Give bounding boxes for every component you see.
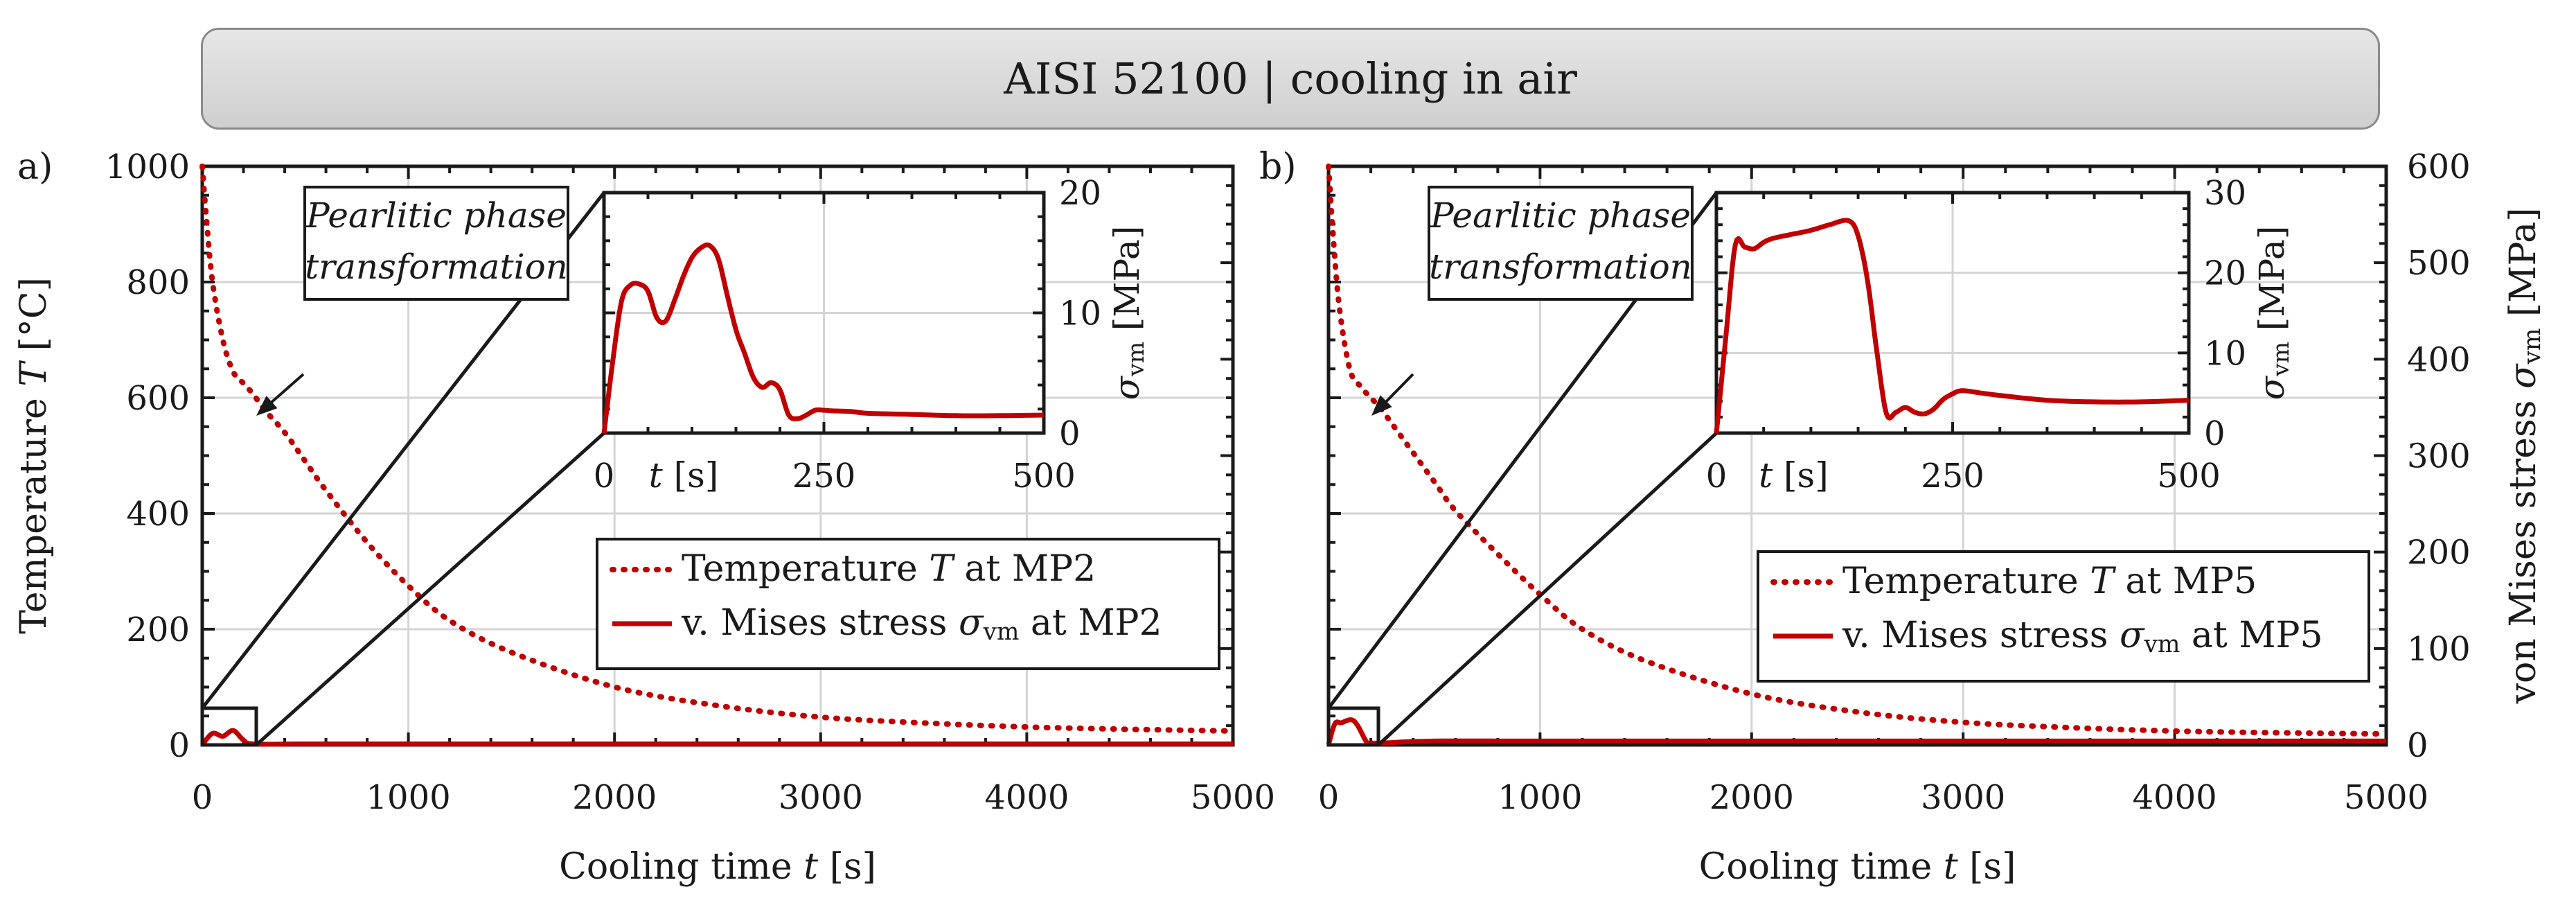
y-left-tick-label: 600 — [126, 379, 190, 418]
inset-chart: 0 250 500 0 10 20 t [s] σvm [MPa] — [594, 174, 1150, 495]
legend: Temperature T at MP2 v. Mises stress σvm … — [596, 538, 1220, 670]
inset-y-axis-title: σvm [MPa] — [2252, 226, 2294, 400]
inset-x-tick-label: 500 — [1012, 457, 1076, 495]
stress-series-line — [200, 728, 1233, 747]
x-tick-label: 1000 — [1498, 778, 1582, 817]
x-axis-title: Cooling time t [s] — [1699, 846, 2016, 888]
inset-y-tick-label: 10 — [1059, 295, 1101, 333]
y-right-tick-label: 300 — [2407, 437, 2471, 476]
panel-label: b) — [1259, 146, 1297, 188]
y-left-tick-label: 0 — [168, 726, 190, 765]
y-right-axis-title: von Mises stress σvm [MPa] — [2503, 208, 2546, 705]
inset-y-tick-label: 0 — [2204, 414, 2226, 453]
annotation-arrow-head — [1371, 395, 1392, 416]
zoom-region-box — [1326, 706, 1380, 747]
inset-x-axis-title: t [s] — [649, 455, 719, 495]
x-tick-label: 4000 — [2133, 778, 2217, 817]
inset-y-tick-label: 20 — [2204, 254, 2246, 293]
stress-series-line — [1326, 717, 2386, 746]
y-right-tick-label: 400 — [2407, 340, 2471, 379]
legend-entry-stress: v. Mises stress σvm at MP2 — [681, 602, 1162, 646]
legend: Temperature T at MP5 v. Mises stress σvm … — [1757, 550, 2370, 683]
annotation-text-line: transformation — [1429, 247, 1692, 287]
inset-x-tick-label: 250 — [1921, 457, 1984, 495]
x-tick-label: 0 — [1318, 778, 1340, 817]
inset-y-axis-title: σvm [MPa] — [1107, 226, 1149, 400]
inset-y-tick-label: 30 — [2204, 174, 2246, 213]
x-tick-label: 4000 — [984, 778, 1069, 817]
y-left-tick-label: 1000 — [105, 148, 190, 186]
temperature-series-line — [199, 164, 1236, 734]
annotation-arrow-head — [256, 396, 278, 416]
y-right-tick-label: 600 — [2407, 148, 2471, 186]
y-right-tick-label: 500 — [2407, 244, 2471, 283]
chart-panel-b: 0 1000 2000 3000 4000 50000100200300400500600… — [1259, 146, 2546, 888]
x-tick-label: 2000 — [1709, 778, 1794, 817]
zoom-connector-line — [1377, 432, 1718, 746]
legend-entry-temperature: Temperature T at MP2 — [682, 548, 1096, 590]
chart-panel-a: 0 1000 2000 3000 4000 500002004006008001000Te… — [13, 146, 1275, 888]
inset-y-tick-label: 10 — [2204, 334, 2246, 373]
inset-x-axis-title: t [s] — [1759, 455, 1829, 495]
annotation-text-line: Pearlitic phase — [305, 195, 567, 236]
inset-x-tick-label: 0 — [1706, 457, 1727, 495]
inset-stress-line — [1714, 218, 2189, 434]
inset-x-tick-label: 0 — [594, 457, 615, 495]
temperature-series-line — [1326, 164, 2389, 737]
annotation-text-line: transformation — [305, 247, 568, 287]
inset-stress-line — [601, 242, 1045, 434]
inset-x-tick-label: 500 — [2157, 457, 2221, 495]
legend-box — [596, 538, 1220, 670]
y-left-tick-label: 800 — [126, 263, 190, 302]
inset-chart: 0 250 500 0 10 20 30 t [s] σvm [MPa] — [1706, 174, 2295, 495]
x-axis-title: Cooling time t [s] — [559, 846, 876, 888]
annotation-box — [1428, 186, 1694, 301]
x-tick-label: 3000 — [779, 778, 863, 817]
y-right-tick-label: 100 — [2407, 630, 2471, 669]
legend-box — [1757, 550, 2370, 683]
x-tick-label: 3000 — [1921, 778, 2005, 817]
x-tick-label: 5000 — [1191, 778, 1275, 817]
zoom-connector-line — [255, 432, 605, 746]
zoom-region-box — [200, 706, 258, 747]
x-tick-label: 0 — [192, 778, 213, 817]
y-right-tick-label: 0 — [2407, 726, 2428, 765]
x-tick-label: 5000 — [2344, 778, 2428, 817]
legend-entry-stress: v. Mises stress σvm at MP5 — [1842, 615, 2323, 658]
annotation-box — [303, 186, 569, 301]
annotation-text-line: Pearlitic phase — [1430, 195, 1691, 236]
x-tick-label: 1000 — [366, 778, 451, 817]
inset-y-tick-label: 20 — [1059, 174, 1101, 213]
x-tick-label: 2000 — [572, 778, 657, 817]
inset-x-tick-label: 250 — [792, 457, 856, 495]
y-left-axis-title: Temperature T [°C] — [13, 277, 55, 634]
figure-title: AISI 52100 | cooling in air — [1004, 53, 1577, 104]
y-left-tick-label: 200 — [126, 610, 190, 649]
inset-y-tick-label: 0 — [1059, 414, 1081, 453]
y-left-tick-label: 400 — [126, 495, 190, 534]
y-right-tick-label: 200 — [2407, 534, 2471, 572]
figure-title-banner: AISI 52100 | cooling in air — [201, 28, 2380, 130]
legend-entry-temperature: Temperature T at MP5 — [1842, 561, 2257, 602]
panel-label: a) — [17, 146, 53, 188]
